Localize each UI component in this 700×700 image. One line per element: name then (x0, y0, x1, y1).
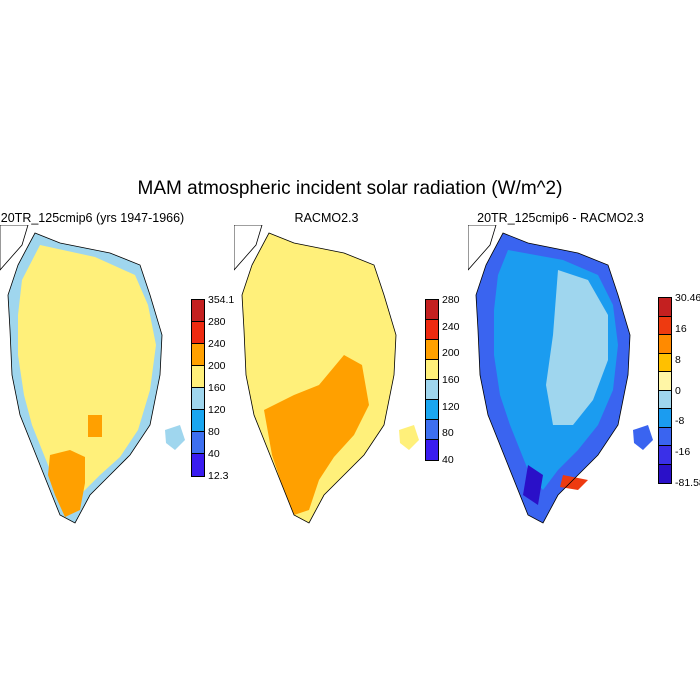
colorbar-box (425, 439, 439, 461)
colorbar-box (425, 399, 439, 421)
colorbar-label: -8 (675, 415, 685, 428)
lightblue-region-diff (546, 270, 608, 425)
colorbar-box (658, 371, 672, 392)
colorbar-label: 354.1 (208, 294, 235, 306)
figure-title: MAM atmospheric incident solar radiation… (137, 178, 563, 199)
colorbar-label: 8 (675, 353, 681, 366)
colorbar-box (425, 299, 439, 321)
colorbar-label: 16 (675, 322, 687, 335)
panel-title-racmo: RACMO2.3 (294, 211, 359, 225)
map-model (0, 225, 185, 530)
colorbar-label: 280 (442, 294, 460, 306)
colorbar-label: 30.46 (675, 292, 700, 304)
coastline-diff (475, 232, 631, 524)
colorbar-box (658, 408, 672, 429)
map-racmo (234, 225, 419, 530)
colorbar-label: 0 (675, 384, 681, 397)
colorbar-box (658, 426, 672, 447)
colorbar-diff-boxes (658, 297, 672, 484)
colorbar-racmo-boxes (425, 299, 439, 461)
colorbar-label: 120 (208, 404, 226, 416)
colorbar-box (658, 352, 672, 373)
colorbar-label: 40 (442, 454, 454, 466)
colorbar-label: 160 (208, 382, 226, 394)
orange-spot-model (88, 415, 102, 437)
colorbar-label: -81.58 (675, 477, 700, 489)
colorbar-box (191, 321, 205, 345)
panel-title-diff: 20TR_125cmip6 - RACMO2.3 (477, 211, 644, 225)
colorbar-model-boxes (191, 299, 205, 477)
colorbar-box (658, 334, 672, 355)
colorbar-box (658, 463, 672, 484)
colorbar-label: 80 (442, 427, 454, 440)
colorbar-label: 200 (442, 347, 460, 360)
map-diff (468, 225, 653, 530)
colorbar-label: 240 (208, 338, 226, 350)
colorbar-box (425, 359, 439, 381)
colorbar-label: -16 (675, 446, 691, 459)
colorbar-box (425, 339, 439, 361)
coastline-model (7, 232, 163, 524)
colorbar-box (658, 297, 672, 318)
colorbar-label: 280 (208, 316, 226, 328)
colorbar-box (191, 365, 205, 389)
orange-region-model (48, 450, 85, 517)
colorbar-box (425, 379, 439, 401)
colorbar-box (658, 445, 672, 466)
colorbar-label: 40 (208, 448, 220, 460)
colorbar-box (191, 387, 205, 411)
colorbar-box (191, 431, 205, 455)
colorbar-label: 240 (442, 320, 460, 333)
panel-title-model: 20TR_125cmip6 (yrs 1947-1966) (0, 211, 185, 225)
colorbar-label: 80 (208, 426, 220, 438)
colorbar-box (425, 419, 439, 441)
colorbar-label: 12.3 (208, 470, 229, 482)
colorbar-label: 120 (442, 400, 460, 413)
colorbar-box (658, 315, 672, 336)
colorbar-box (658, 389, 672, 410)
coastline-racmo (241, 232, 397, 524)
colorbar-box (191, 299, 205, 323)
colorbar-box (191, 343, 205, 367)
colorbar-box (191, 453, 205, 477)
colorbar-label: 160 (442, 374, 460, 386)
colorbar-box (191, 409, 205, 433)
yellow-region-model (18, 245, 156, 513)
colorbar-label: 200 (208, 360, 226, 372)
colorbar-box (425, 319, 439, 341)
orange-region-racmo (264, 355, 369, 515)
